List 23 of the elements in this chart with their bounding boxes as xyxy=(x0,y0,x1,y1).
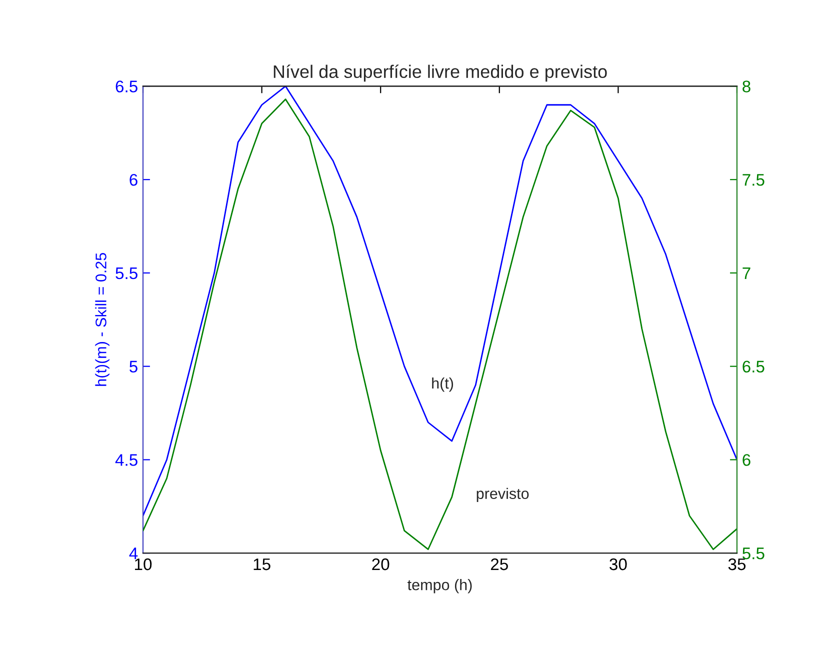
x-tick-label: 20 xyxy=(372,558,390,570)
annotation: previsto xyxy=(476,488,529,502)
x-tick-label: 15 xyxy=(254,558,270,570)
y-axis-title: h(t)(m) - Skill = 0.25 xyxy=(95,253,110,386)
y2-tick-label: 7 xyxy=(742,268,750,279)
y2-tick-label: 5.5 xyxy=(742,548,764,560)
chart-title: Nível da superfície livre medido e previsto xyxy=(274,64,607,82)
x-tick-label: 25 xyxy=(490,558,508,570)
x-tick-label: 10 xyxy=(135,558,152,570)
y-tick-label: 4.5 xyxy=(115,454,138,466)
y-tick-label: 4 xyxy=(129,548,138,560)
x-tick-label: 30 xyxy=(610,558,627,570)
y2-tick-label: 6 xyxy=(742,454,750,466)
y2-tick-label: 7.5 xyxy=(742,174,764,186)
annotation: h(t) xyxy=(432,377,454,392)
y-tick-label: 5.5 xyxy=(116,268,138,280)
y-tick-label: 6.5 xyxy=(116,80,138,92)
y-tick-label: 5 xyxy=(130,360,138,373)
x-tick-label: 35 xyxy=(728,558,746,570)
y2-tick-label: 6.5 xyxy=(742,360,764,373)
y2-tick-label: 8 xyxy=(742,80,750,92)
x-axis-title: tempo (h) xyxy=(408,579,472,594)
y-tick-label: 6 xyxy=(130,174,138,186)
